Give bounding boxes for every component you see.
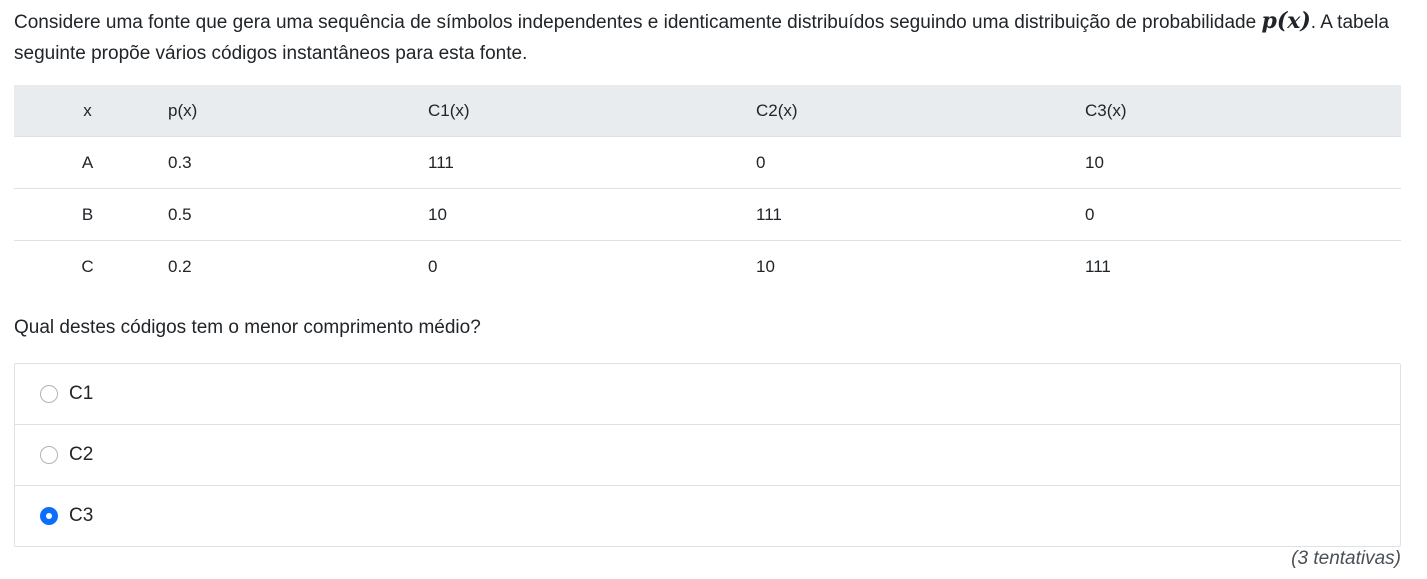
code-table: x p(x) C1(x) C2(x) C3(x) A 0.3 111 0 10 … — [14, 85, 1401, 292]
probability-formula: p(x) — [1261, 8, 1311, 34]
cell-c3: 0 — [1085, 188, 1401, 241]
attempts-counter: (3 tentativas) — [1291, 548, 1401, 569]
option-c1[interactable]: C1 — [15, 364, 1400, 425]
radio-button-c1[interactable] — [40, 385, 58, 403]
header-c1: C1(x) — [428, 85, 756, 137]
option-label: C1 — [69, 383, 94, 404]
cell-c1: 111 — [428, 136, 756, 189]
option-label: C3 — [69, 505, 94, 526]
table-row: A 0.3 111 0 10 — [14, 136, 1401, 189]
cell-c2: 0 — [756, 136, 1085, 189]
cell-c3: 111 — [1085, 256, 1111, 276]
cell-probability: 0.5 — [168, 188, 428, 241]
question-text-after: . A tabela seguinte propõe vários código… — [14, 12, 1389, 64]
option-c2[interactable]: C2 — [15, 425, 1400, 486]
header-x: x — [14, 85, 168, 137]
cell-c2: 10 — [756, 256, 775, 276]
question-prompt: Qual destes códigos tem o menor comprime… — [14, 317, 481, 338]
cell-symbol: C — [81, 256, 94, 276]
table-row: C 0.2 0 10 111 — [14, 241, 1401, 293]
cell-c1: 0 — [428, 256, 438, 276]
table-row: B 0.5 10 111 0 — [14, 188, 1401, 241]
option-c3[interactable]: C3 — [15, 486, 1400, 546]
cell-c1: 10 — [428, 188, 756, 241]
cell-symbol: A — [14, 136, 168, 189]
header-c3: C3(x) — [1085, 85, 1401, 137]
radio-button-c2[interactable] — [40, 446, 58, 464]
question-text-before: Considere uma fonte que gera uma sequênc… — [14, 12, 1262, 33]
header-c2: C2(x) — [756, 85, 1085, 137]
cell-probability: 0.3 — [168, 136, 428, 189]
cell-c3: 10 — [1085, 136, 1401, 189]
cell-symbol: B — [14, 188, 168, 241]
cell-c2: 111 — [756, 188, 1085, 241]
radio-button-c3[interactable] — [40, 507, 58, 525]
answer-options: C1 C2 C3 — [14, 363, 1401, 547]
cell-probability: 0.2 — [168, 256, 192, 276]
header-px: p(x) — [168, 85, 428, 137]
question-text: Considere uma fonte que gera uma sequênc… — [14, 6, 1404, 69]
option-label: C2 — [69, 444, 94, 465]
table-header-row: x p(x) C1(x) C2(x) C3(x) — [14, 85, 1401, 137]
